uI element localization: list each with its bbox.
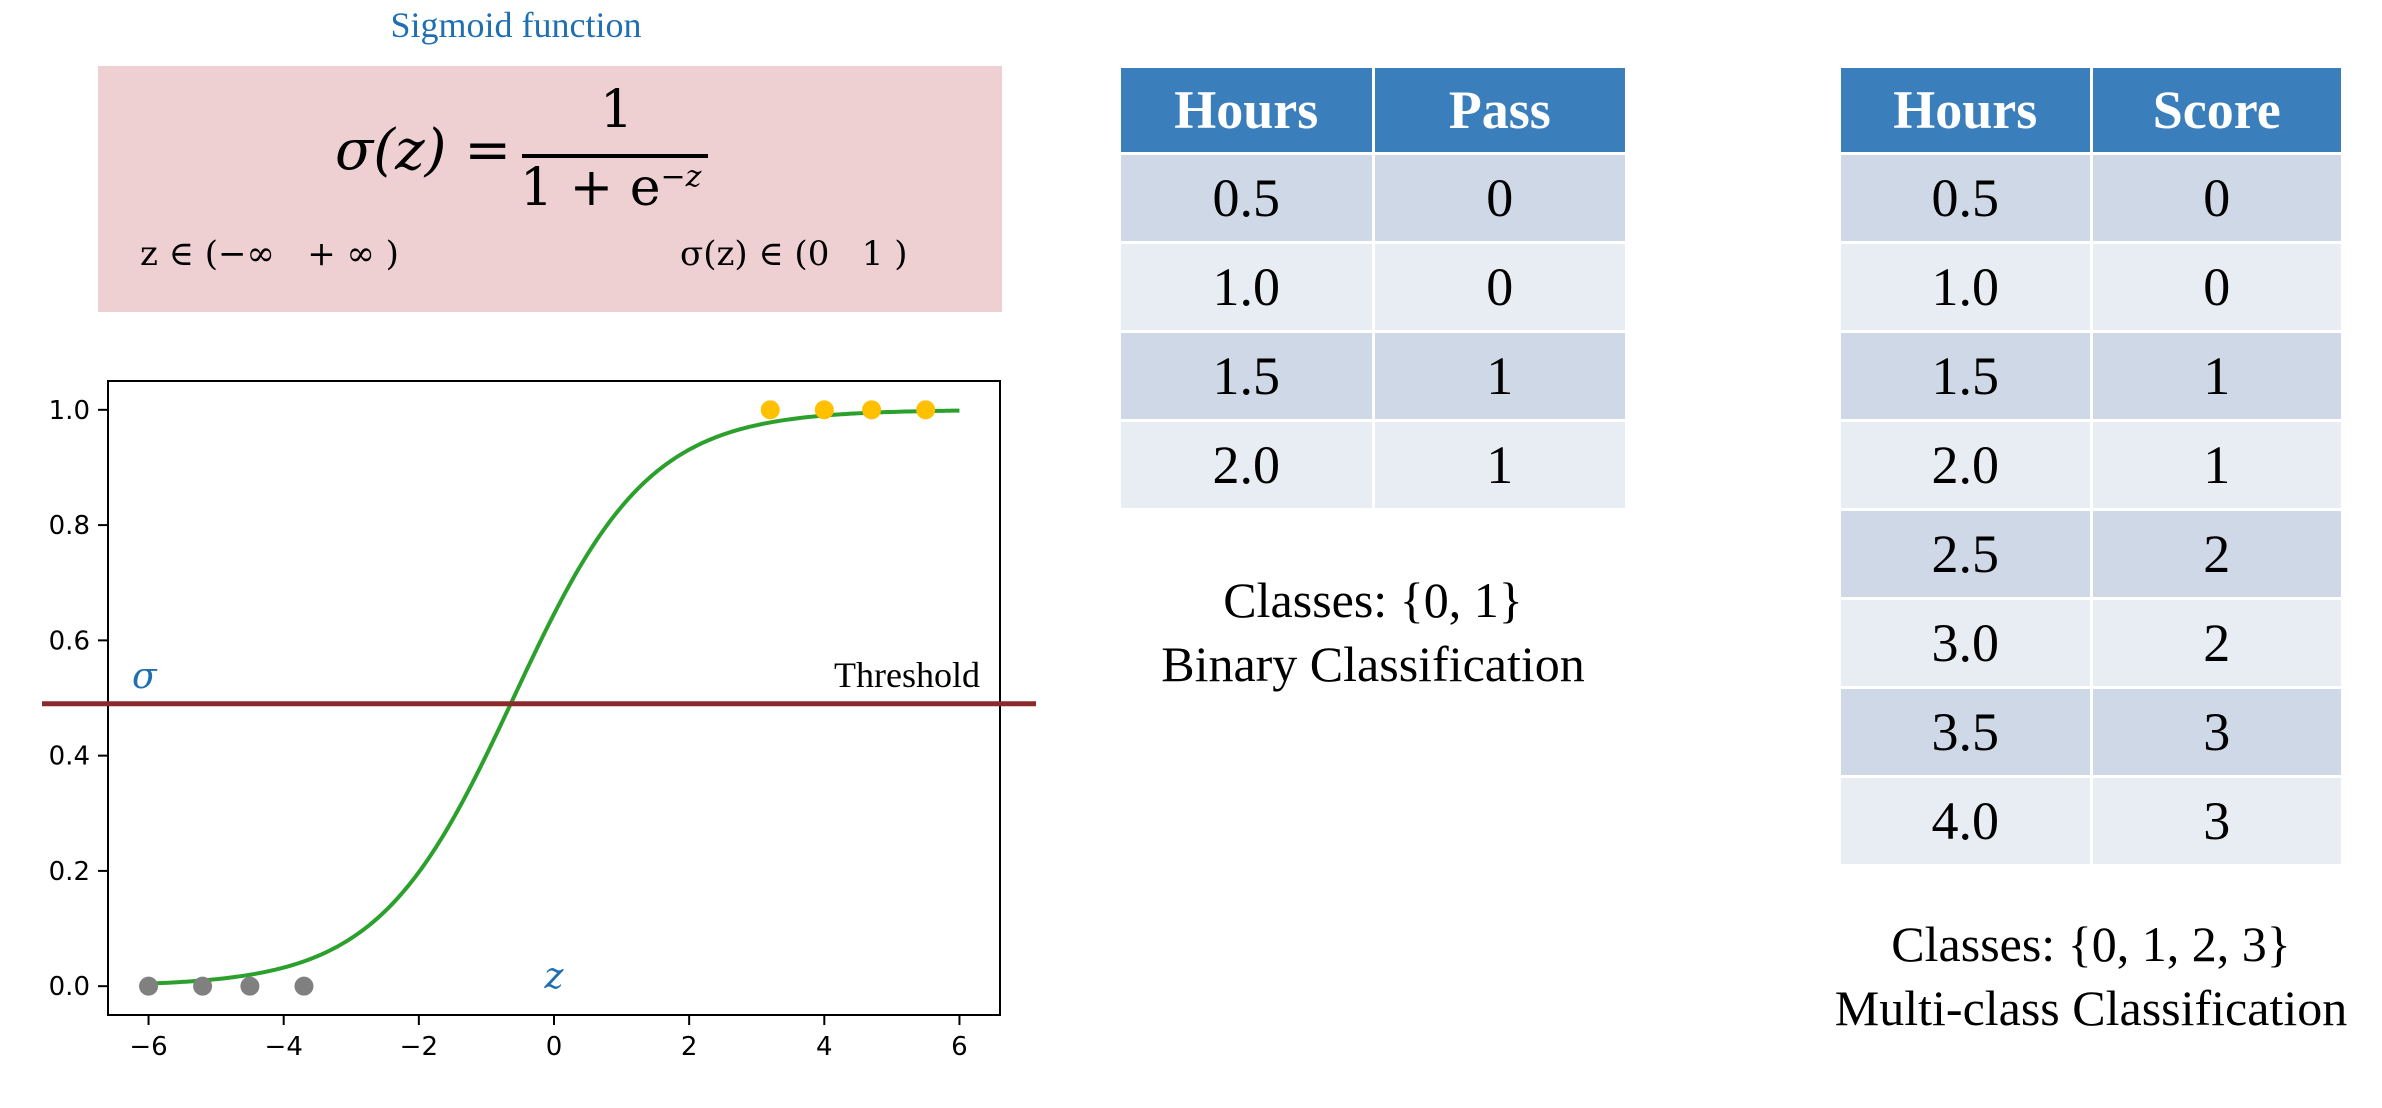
- hours-cell: 1.0: [1118, 241, 1375, 333]
- score-cell: 1: [2089, 330, 2344, 422]
- table-row: 3.5 3: [1838, 686, 2344, 778]
- hours-cell: 4.0: [1838, 775, 2093, 867]
- header-score: Score: [2089, 65, 2344, 155]
- x-tick-label: −6: [129, 1032, 167, 1062]
- score-cell: 0: [2089, 241, 2344, 333]
- hours-cell: 2.0: [1838, 419, 2093, 511]
- range-text: σ(z) ∈ (0 1 ): [680, 234, 908, 274]
- threshold-label: Threshold: [834, 655, 980, 695]
- hours-cell: 2.0: [1118, 419, 1375, 511]
- sigmoid-curve: [148, 408, 960, 986]
- header-hours: Hours: [1838, 65, 2093, 155]
- table-row: 0.5 0: [1838, 152, 2344, 244]
- hours-cell: 1.0: [1838, 241, 2093, 333]
- score-cell: 2: [2089, 508, 2344, 600]
- table-row: 1.5 1: [1118, 330, 1628, 422]
- formula-denominator: 1 + e−z: [520, 158, 701, 218]
- data-point: [862, 400, 882, 420]
- data-point: [193, 976, 213, 996]
- y-tick-label: 0.6: [49, 626, 90, 656]
- table-row: 2.0 1: [1118, 419, 1628, 511]
- formula-box: [98, 66, 1002, 312]
- score-cell: 0: [2089, 152, 2344, 244]
- pass-cell: 0: [1371, 152, 1628, 244]
- binary-classes-text: Classes: {0, 1}: [1223, 572, 1523, 628]
- x-tick-label: 0: [546, 1032, 563, 1062]
- data-point: [139, 976, 159, 996]
- table-row: 3.0 2: [1838, 597, 2344, 689]
- hours-cell: 0.5: [1118, 152, 1375, 244]
- denominator-base: 1 + e: [520, 158, 661, 218]
- y-tick-label: 0.4: [49, 742, 90, 772]
- binary-table: Hours Pass 0.5 0 1.0 0 1.5 1 2.0 1: [1118, 65, 1628, 511]
- score-cell: 3: [2089, 686, 2344, 778]
- y-tick-label: 0.8: [49, 511, 90, 541]
- y-tick-label: 1.0: [49, 396, 90, 426]
- multiclass-table: Hours Score 0.5 0 1.0 0 1.5 1 2.0 1 2.5 …: [1838, 65, 2344, 867]
- hours-cell: 0.5: [1838, 152, 2093, 244]
- header-hours: Hours: [1118, 65, 1375, 155]
- z-axis-label: z: [544, 956, 565, 997]
- table-row: 4.0 3: [1838, 775, 2344, 867]
- fraction-bar: [522, 154, 708, 158]
- domain-text: z ∈ (−∞ + ∞ ): [140, 234, 399, 274]
- sigmoid-title: Sigmoid function: [390, 5, 642, 45]
- x-tick-label: −4: [265, 1032, 303, 1062]
- table-row: 2.0 1: [1838, 419, 2344, 511]
- table-row: 1.5 1: [1838, 330, 2344, 422]
- sigmoid-chart: −6 −4 −2 0 2 4 6 0.0 0.2 0.4 0.6 0.8 1.0 Threshold σ z: [42, 380, 1036, 1062]
- pass-cell: 1: [1371, 419, 1628, 511]
- multiclass-classes-text: Classes: {0, 1, 2, 3}: [1891, 916, 2291, 972]
- hours-cell: 3.5: [1838, 686, 2093, 778]
- hours-cell: 1.5: [1118, 330, 1375, 422]
- data-point: [240, 976, 260, 996]
- hours-cell: 3.0: [1838, 597, 2093, 689]
- x-tick-label: 6: [951, 1032, 968, 1062]
- multiclass-caption: Classes: {0, 1, 2, 3} Multi-class Classi…: [1796, 912, 2382, 1040]
- table-row: 1.0 0: [1118, 241, 1628, 333]
- hours-cell: 1.5: [1838, 330, 2093, 422]
- score-cell: 2: [2089, 597, 2344, 689]
- table-row: 2.5 2: [1838, 508, 2344, 600]
- plot-frame: [107, 380, 1001, 1016]
- data-point: [760, 400, 780, 420]
- table-header-row: Hours Pass: [1118, 65, 1628, 155]
- score-cell: 3: [2089, 775, 2344, 867]
- table-header-row: Hours Score: [1838, 65, 2344, 155]
- multiclass-classification-label: Multi-class Classification: [1834, 980, 2348, 1036]
- table-row: 0.5 0: [1118, 152, 1628, 244]
- pass-cell: 0: [1371, 241, 1628, 333]
- data-point: [814, 400, 834, 420]
- y-tick-label: 0.0: [49, 972, 90, 1002]
- pass-cell: 1: [1371, 330, 1628, 422]
- header-pass: Pass: [1371, 65, 1628, 155]
- table-row: 1.0 0: [1838, 241, 2344, 333]
- binary-classification-label: Binary Classification: [1161, 636, 1585, 692]
- score-cell: 1: [2089, 419, 2344, 511]
- hours-cell: 2.5: [1838, 508, 2093, 600]
- binary-caption: Classes: {0, 1} Binary Classification: [1118, 568, 1628, 696]
- sigma-axis-label: σ: [132, 656, 158, 697]
- x-tick-label: −2: [400, 1032, 438, 1062]
- data-point: [916, 400, 936, 420]
- formula-numerator: 1: [600, 80, 634, 140]
- y-tick-label: 0.2: [49, 857, 90, 887]
- data-point: [294, 976, 314, 996]
- denominator-exponent: −z: [660, 159, 702, 195]
- x-tick-label: 4: [816, 1032, 833, 1062]
- x-tick-label: 2: [681, 1032, 698, 1062]
- formula-lhs: σ(z) =: [335, 118, 512, 183]
